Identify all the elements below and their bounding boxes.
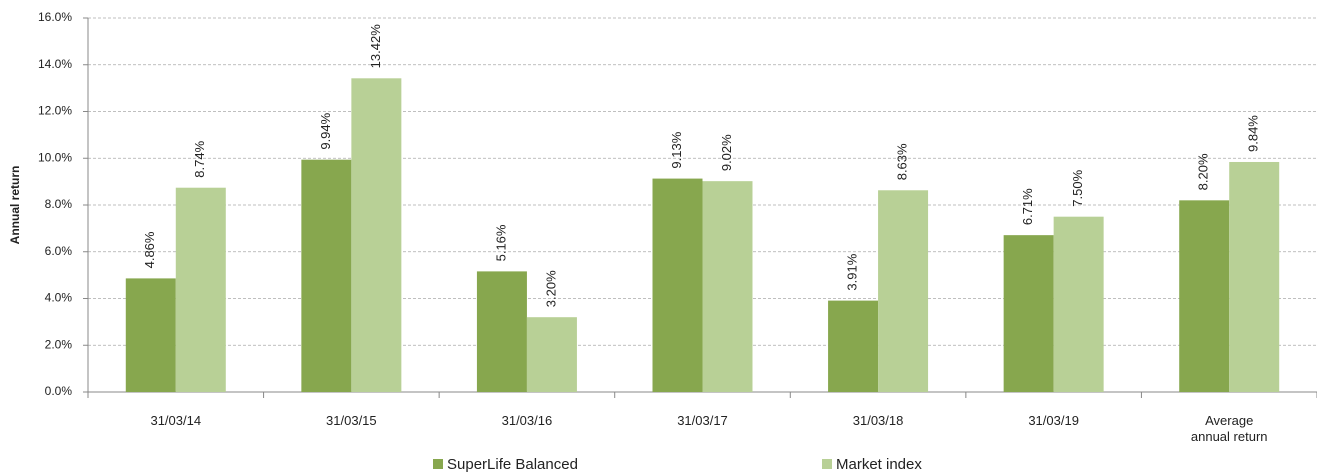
bar — [652, 178, 703, 392]
bar — [526, 317, 577, 392]
data-label: 8.74% — [192, 140, 207, 177]
data-label: 9.02% — [719, 134, 734, 171]
data-label: 7.50% — [1070, 169, 1085, 206]
x-tick-label: 31/03/16 — [501, 413, 553, 428]
legend-label: SuperLife Balanced — [447, 456, 578, 472]
data-label: 4.86% — [142, 231, 157, 268]
data-label: 3.20% — [543, 270, 558, 307]
data-label: 9.13% — [669, 131, 684, 168]
data-label: 6.71% — [1020, 188, 1035, 225]
x-tick-label: Average annual return — [1190, 413, 1268, 444]
y-tick-label: 0.0% — [45, 384, 73, 398]
bar — [175, 187, 226, 392]
bar — [878, 190, 929, 392]
data-label: 9.84% — [1246, 115, 1261, 152]
bar — [301, 159, 352, 392]
y-tick-label: 2.0% — [45, 337, 73, 351]
bar — [1229, 161, 1280, 392]
bar — [828, 300, 879, 392]
bar — [476, 271, 527, 392]
legend-swatch — [433, 459, 443, 469]
data-label: 3.91% — [845, 253, 860, 290]
x-tick-label: 31/03/15 — [326, 413, 377, 428]
y-tick-label: 14.0% — [38, 57, 72, 71]
y-tick-label: 16.0% — [38, 10, 72, 24]
y-tick-label: 12.0% — [38, 104, 72, 118]
bar — [1053, 216, 1104, 392]
y-tick-label: 8.0% — [45, 197, 73, 211]
x-tick-label: 31/03/18 — [852, 413, 904, 428]
y-tick-label: 6.0% — [45, 244, 73, 258]
data-label: 9.94% — [318, 112, 333, 149]
legend-swatch — [822, 459, 832, 469]
legend-label: Market index — [836, 456, 922, 472]
bar — [1003, 235, 1054, 392]
bar — [1179, 200, 1230, 392]
x-tick-label: 31/03/19 — [1028, 413, 1079, 428]
data-label: 8.63% — [895, 143, 910, 180]
bar — [702, 181, 753, 392]
data-label: 13.42% — [368, 24, 383, 69]
x-tick-label: 31/03/17 — [677, 413, 728, 428]
y-axis-label: Annual return — [8, 166, 22, 245]
bar — [351, 78, 402, 393]
x-tick-label: 31/03/14 — [150, 413, 202, 428]
data-label: 8.20% — [1196, 153, 1211, 190]
bar — [125, 278, 176, 392]
data-label: 5.16% — [493, 224, 508, 261]
y-tick-label: 4.0% — [45, 291, 73, 305]
y-tick-label: 10.0% — [38, 150, 72, 164]
